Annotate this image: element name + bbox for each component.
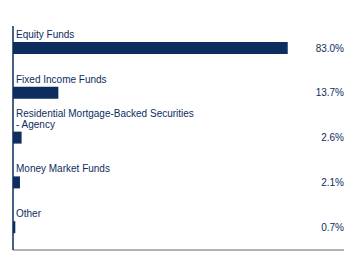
svg-text:83.0%: 83.0% — [316, 43, 344, 54]
svg-text:2.1%: 2.1% — [321, 177, 344, 188]
svg-text:Fixed Income Funds: Fixed Income Funds — [16, 74, 107, 85]
svg-text:Other: Other — [16, 208, 42, 219]
svg-text:Residential Mortgage-Backed Se: Residential Mortgage-Backed Securities- … — [16, 108, 194, 130]
svg-text:13.7%: 13.7% — [316, 87, 344, 98]
svg-text:Equity Funds: Equity Funds — [16, 29, 74, 40]
svg-text:2.6%: 2.6% — [321, 132, 344, 143]
svg-text:Money Market Funds: Money Market Funds — [16, 163, 110, 174]
svg-text:0.7%: 0.7% — [321, 222, 344, 233]
